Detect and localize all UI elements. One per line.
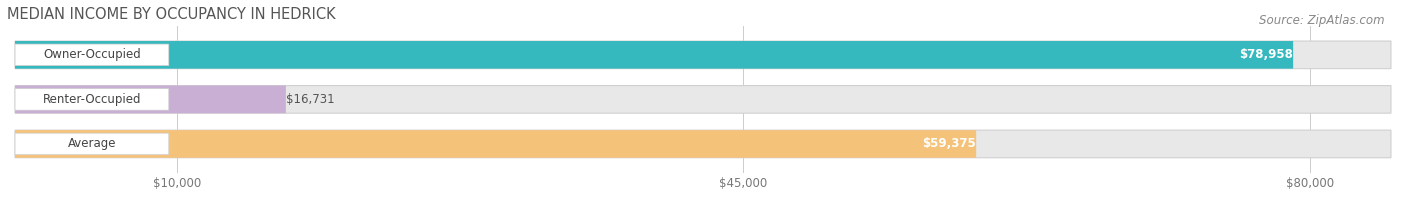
Text: MEDIAN INCOME BY OCCUPANCY IN HEDRICK: MEDIAN INCOME BY OCCUPANCY IN HEDRICK: [7, 7, 336, 22]
Text: Average: Average: [67, 138, 117, 151]
FancyBboxPatch shape: [15, 85, 1391, 113]
FancyBboxPatch shape: [15, 41, 1294, 69]
Text: $59,375: $59,375: [922, 138, 976, 151]
FancyBboxPatch shape: [15, 89, 169, 110]
Text: $78,958: $78,958: [1239, 48, 1294, 61]
FancyBboxPatch shape: [15, 44, 169, 66]
Text: Source: ZipAtlas.com: Source: ZipAtlas.com: [1260, 14, 1385, 27]
Text: $16,731: $16,731: [285, 93, 335, 106]
FancyBboxPatch shape: [15, 41, 1391, 69]
Text: Owner-Occupied: Owner-Occupied: [44, 48, 141, 61]
FancyBboxPatch shape: [15, 130, 1391, 158]
FancyBboxPatch shape: [15, 133, 169, 155]
Text: Renter-Occupied: Renter-Occupied: [42, 93, 141, 106]
FancyBboxPatch shape: [15, 130, 976, 158]
FancyBboxPatch shape: [15, 85, 285, 113]
